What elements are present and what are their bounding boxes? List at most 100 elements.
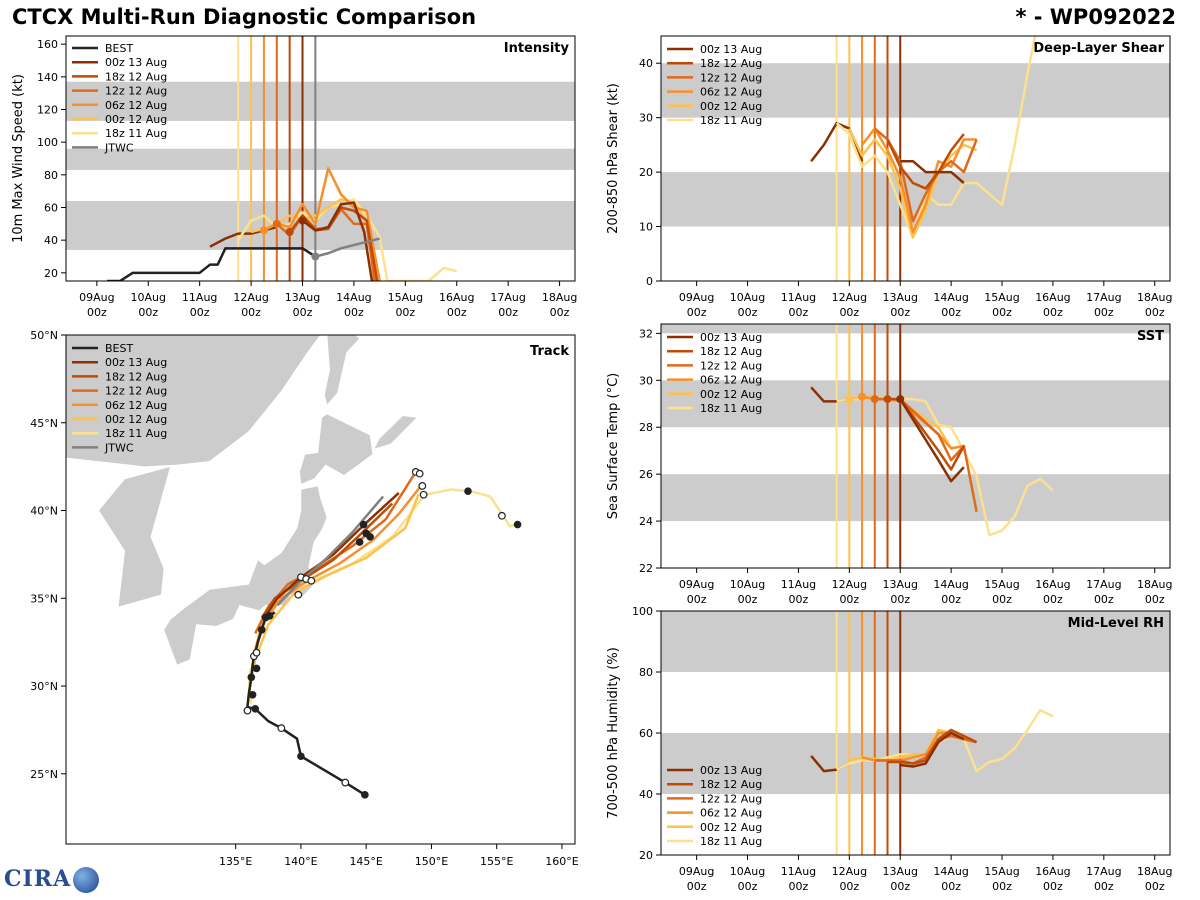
x-tick-label: 09Aug — [679, 865, 714, 878]
land-polygon — [163, 485, 328, 666]
legend-label: JTWC — [104, 441, 134, 454]
x-tick-label: 16Aug — [1035, 291, 1070, 304]
y-tick-label: 40 — [639, 788, 653, 801]
legend-label: BEST — [105, 42, 133, 55]
land-polygon — [66, 335, 321, 467]
y-tick-label: 100 — [632, 605, 653, 618]
x-tick-label: 00z — [992, 880, 1012, 893]
lon-tick-label: 145°E — [349, 855, 382, 868]
panel-title: Intensity — [504, 41, 570, 56]
x-tick-label: 00z — [941, 306, 961, 319]
x-tick-label: 16Aug — [1035, 578, 1070, 591]
legend-label: 06z 12 Aug — [700, 86, 762, 99]
legend-label: 00z 12 Aug — [700, 100, 762, 113]
y-tick-label: 160 — [37, 38, 58, 51]
x-tick-label: 15Aug — [984, 291, 1019, 304]
panel-intensity: 20 40 60 80 100 120 140 160 09Aug 00z 10Aug 00z 11Au… — [11, 35, 577, 319]
legend-label: 06z 12 Aug — [105, 99, 167, 112]
land-polygon — [324, 335, 361, 406]
y-axis-label: 10m Max Wind Speed (kt) — [11, 74, 26, 243]
shaded-band — [661, 63, 1170, 118]
plot-area — [661, 611, 1170, 855]
series-line — [899, 398, 965, 483]
x-tick-label: 17Aug — [490, 291, 525, 304]
panel-track: 135°E 140°E 145°E 150°E 155°E 160°E 25°N 30°N 35… — [30, 329, 578, 868]
x-tick-label: 00z — [738, 306, 758, 319]
track-point-open — [418, 482, 427, 490]
plot-area — [661, 36, 1170, 281]
y-tick-label: 60 — [44, 202, 58, 215]
land-polygon — [98, 466, 171, 608]
shaded-band — [661, 474, 1170, 522]
y-tick-label: 20 — [44, 267, 58, 280]
track-line — [246, 611, 366, 796]
panel-title: Deep-Layer Shear — [1033, 41, 1164, 56]
x-tick-label: 13Aug — [882, 578, 917, 591]
lat-tick-label: 35°N — [30, 592, 58, 605]
legend-label: 00z 12 Aug — [105, 413, 167, 426]
series-line — [301, 201, 374, 281]
x-tick-label: 18Aug — [542, 291, 577, 304]
x-tick-label: 14Aug — [336, 291, 371, 304]
x-tick-label: 13Aug — [285, 291, 320, 304]
y-axis-label: Sea Surface Temp (°C) — [606, 373, 621, 520]
x-tick-label: 18Aug — [1137, 865, 1172, 878]
series-line — [887, 728, 978, 765]
legend-label: 00z 12 Aug — [700, 821, 762, 834]
x-tick-label: 00z — [890, 880, 910, 893]
x-tick-label: 15Aug — [984, 865, 1019, 878]
x-tick-label: 18Aug — [1137, 291, 1172, 304]
series-marker — [285, 228, 294, 236]
track-point-open — [277, 724, 286, 733]
legend-label: 00z 13 Aug — [700, 331, 762, 344]
x-tick-label: 00z — [890, 593, 910, 606]
series-line — [887, 397, 965, 471]
x-tick-label: 14Aug — [933, 578, 968, 591]
series-marker — [259, 226, 268, 235]
shaded-band — [66, 81, 575, 121]
legend-label: 12z 12 Aug — [105, 85, 167, 98]
x-tick-label: 00z — [293, 306, 313, 319]
shaded-band — [661, 324, 1170, 334]
lon-tick-label: 155°E — [480, 855, 513, 868]
legend-label: 06z 12 Aug — [700, 374, 762, 387]
x-tick-label: 00z — [1145, 593, 1165, 606]
series-line — [861, 127, 977, 234]
y-tick-label: 30 — [639, 374, 653, 387]
x-tick-label: 00z — [190, 306, 210, 319]
x-tick-label: 13Aug — [882, 291, 917, 304]
legend-label: 18z 11 Aug — [700, 835, 762, 848]
y-tick-label: 22 — [639, 562, 653, 575]
x-tick-label: 11Aug — [781, 865, 816, 878]
legend-label: 12z 12 Aug — [700, 359, 762, 372]
y-tick-label: 20 — [639, 849, 653, 862]
y-tick-label: 28 — [639, 421, 653, 434]
x-tick-label: 00z — [138, 306, 158, 319]
x-tick-label: 12Aug — [832, 291, 867, 304]
shaded-band — [66, 148, 575, 170]
x-tick-label: 00z — [87, 306, 107, 319]
series-marker — [845, 395, 854, 404]
track-point-filled — [265, 612, 274, 620]
lon-tick-label: 150°E — [415, 855, 448, 868]
x-tick-label: 00z — [789, 306, 809, 319]
x-tick-label: 00z — [738, 593, 758, 606]
series-line — [315, 237, 380, 258]
plot-frame — [65, 35, 576, 282]
series-marker — [858, 392, 867, 401]
land-polygon — [299, 413, 374, 485]
track-point-filled — [359, 520, 368, 529]
plot-frame — [660, 323, 1171, 569]
y-tick-label: 40 — [639, 57, 653, 70]
x-tick-label: 00z — [241, 306, 261, 319]
y-tick-label: 100 — [37, 136, 58, 149]
x-tick-label: 00z — [395, 306, 415, 319]
x-tick-label: 17Aug — [1086, 291, 1121, 304]
x-tick-label: 18Aug — [1137, 578, 1172, 591]
legend-label: 12z 12 Aug — [105, 385, 167, 398]
y-tick-label: 24 — [639, 515, 653, 528]
x-tick-label: 00z — [941, 880, 961, 893]
series-line — [848, 128, 978, 239]
track-point-open — [415, 469, 424, 478]
x-tick-label: 16Aug — [439, 291, 474, 304]
